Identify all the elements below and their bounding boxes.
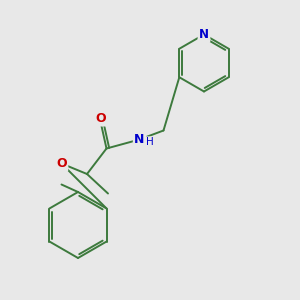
Text: O: O — [56, 157, 67, 170]
Text: N: N — [199, 28, 209, 41]
Text: N: N — [134, 133, 145, 146]
Text: O: O — [95, 112, 106, 125]
Text: H: H — [146, 137, 154, 147]
